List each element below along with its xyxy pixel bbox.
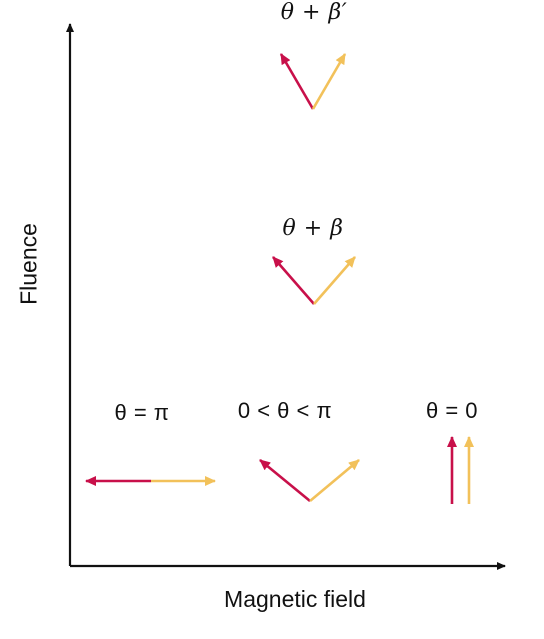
red-vector	[279, 53, 315, 110]
yellow-vector	[313, 256, 356, 305]
x-axis-label: Magnetic field	[224, 586, 366, 612]
y-axis-label: Fluence	[15, 223, 42, 305]
state-label-theta-between: 0 < θ < π	[237, 398, 333, 423]
red-vector	[259, 458, 311, 503]
yellow-vector	[309, 459, 360, 502]
vector-pair-theta-plus-beta-prime	[279, 53, 347, 110]
state-label-theta-equals-zero: θ = 0	[425, 398, 479, 423]
vector-pair-theta-plus-beta	[272, 256, 356, 305]
state-label-theta-plus-beta-prime: θ + β′	[280, 0, 348, 25]
red-vector	[272, 256, 315, 305]
vector-pair-theta-equals-zero	[447, 436, 474, 504]
yellow-vector	[311, 53, 347, 110]
state-label-theta-plus-beta: θ + β	[282, 216, 344, 241]
state-label-theta-equals-pi: θ = π	[114, 400, 170, 425]
vector-pair-theta-between	[259, 458, 360, 503]
